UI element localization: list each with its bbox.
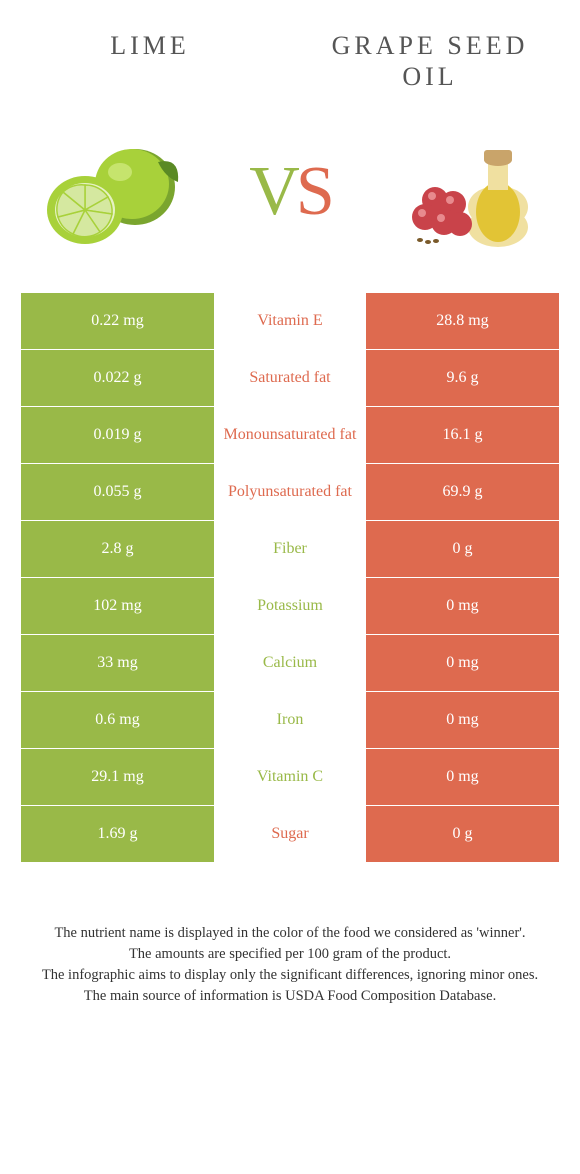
right-value: 0 g <box>365 521 559 578</box>
table-row: 0.6 mgIron0 mg <box>21 692 560 749</box>
table-row: 0.055 gPolyunsaturated fat69.9 g <box>21 464 560 521</box>
nutrient-table: 0.22 mgVitamin E28.8 mg0.022 gSaturated … <box>20 292 560 863</box>
table-row: 0.022 gSaturated fat9.6 g <box>21 350 560 407</box>
vs-s: S <box>296 153 331 230</box>
vs-label: VS <box>249 152 331 232</box>
left-value: 1.69 g <box>21 806 215 863</box>
nutrient-label: Iron <box>215 692 366 749</box>
right-value: 16.1 g <box>365 407 559 464</box>
table-row: 0.019 gMonounsaturated fat16.1 g <box>21 407 560 464</box>
right-value: 0 mg <box>365 749 559 806</box>
left-value: 0.22 mg <box>21 293 215 350</box>
right-value: 0 g <box>365 806 559 863</box>
footer-line: The nutrient name is displayed in the co… <box>40 923 540 944</box>
table-row: 102 mgPotassium0 mg <box>21 578 560 635</box>
nutrient-label: Saturated fat <box>215 350 366 407</box>
right-value: 69.9 g <box>365 464 559 521</box>
footer-line: The infographic aims to display only the… <box>40 965 540 986</box>
left-value: 0.022 g <box>21 350 215 407</box>
hero-row: VS <box>20 132 560 252</box>
title-right: GRAPE SEED OIL <box>330 30 530 92</box>
left-value: 29.1 mg <box>21 749 215 806</box>
vs-v: V <box>249 153 296 230</box>
right-value: 0 mg <box>365 635 559 692</box>
title-row: LIME GRAPE SEED OIL <box>20 30 560 92</box>
footer-line: The amounts are specified per 100 gram o… <box>40 944 540 965</box>
left-value: 2.8 g <box>21 521 215 578</box>
right-value: 28.8 mg <box>365 293 559 350</box>
table-row: 1.69 gSugar0 g <box>21 806 560 863</box>
table-row: 33 mgCalcium0 mg <box>21 635 560 692</box>
left-value: 102 mg <box>21 578 215 635</box>
left-value: 0.6 mg <box>21 692 215 749</box>
table-row: 2.8 gFiber0 g <box>21 521 560 578</box>
footer-notes: The nutrient name is displayed in the co… <box>20 923 560 1007</box>
nutrient-label: Vitamin E <box>215 293 366 350</box>
right-value: 0 mg <box>365 578 559 635</box>
grape-seed-oil-image <box>390 132 540 252</box>
table-row: 0.22 mgVitamin E28.8 mg <box>21 293 560 350</box>
lime-image <box>40 132 190 252</box>
right-value: 9.6 g <box>365 350 559 407</box>
table-row: 29.1 mgVitamin C0 mg <box>21 749 560 806</box>
nutrient-label: Calcium <box>215 635 366 692</box>
nutrient-label: Polyunsaturated fat <box>215 464 366 521</box>
left-value: 0.019 g <box>21 407 215 464</box>
right-value: 0 mg <box>365 692 559 749</box>
title-left: LIME <box>50 30 250 92</box>
nutrient-label: Vitamin C <box>215 749 366 806</box>
nutrient-label: Fiber <box>215 521 366 578</box>
nutrient-table-body: 0.22 mgVitamin E28.8 mg0.022 gSaturated … <box>21 293 560 863</box>
nutrient-label: Potassium <box>215 578 366 635</box>
footer-line: The main source of information is USDA F… <box>40 986 540 1007</box>
nutrient-label: Monounsaturated fat <box>215 407 366 464</box>
left-value: 33 mg <box>21 635 215 692</box>
nutrient-label: Sugar <box>215 806 366 863</box>
left-value: 0.055 g <box>21 464 215 521</box>
